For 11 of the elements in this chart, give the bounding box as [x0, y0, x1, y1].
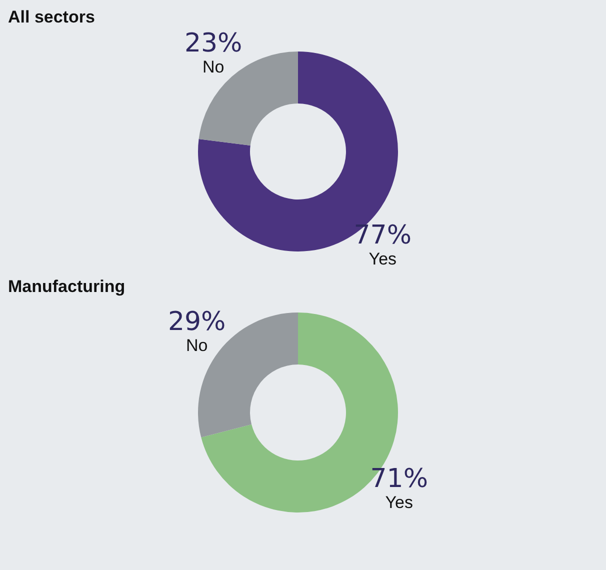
slice-label: No [186, 336, 208, 356]
chart-title: Manufacturing [8, 277, 126, 296]
data-label: 29% [168, 307, 226, 338]
data-label: 77% [354, 220, 412, 251]
donut-slice [198, 52, 298, 146]
chart-title: All sectors [8, 7, 95, 26]
slice-label: No [202, 57, 224, 76]
slice-label: Yes [385, 492, 414, 512]
data-label: 71% [370, 464, 428, 494]
slice-label: Yes [368, 250, 397, 269]
data-label: 23% [184, 28, 242, 58]
